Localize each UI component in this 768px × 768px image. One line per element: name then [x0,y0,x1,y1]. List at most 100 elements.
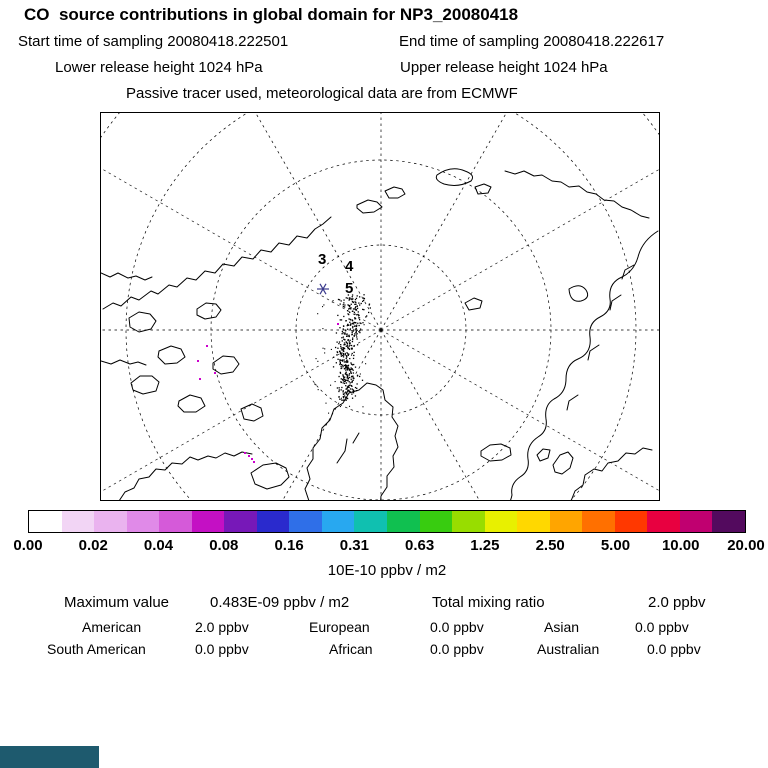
magenta-specks [197,323,339,463]
colorbar-segment [712,511,746,532]
coastline-fjord [621,264,635,280]
coastline-island [384,186,406,199]
magenta-speck [206,345,208,347]
figure-title: CO source contributions in global domain… [24,5,519,24]
region-asian-value: 0.0 ppbv [635,619,689,635]
coastline-taymyr [504,170,650,219]
total-ratio-label: Total mixing ratio [432,594,545,611]
colorbar-tick-label: 10.00 [661,537,700,554]
colorbar-tick-label: 0.63 [405,537,435,554]
coastline-yukon [100,359,147,366]
colorbar-segment [419,511,453,532]
colorbar-segment [647,511,680,532]
coastline-scandinavia [503,230,659,510]
region-asian-label: Asian [544,619,580,635]
coastline-arctic-island [130,375,160,395]
coastlines [100,168,659,520]
magenta-speck [197,360,199,362]
upper-release-text: Upper release height 1024 hPa [400,59,608,76]
region-african-label: African [329,641,373,657]
max-value-label: Maximum value [64,594,170,611]
region-australian-label: Australian [537,641,600,657]
coastline-greenland-inner [352,432,360,444]
max-value-number: 0.483E-09 ppbv / m2 [210,594,350,611]
region-american-value: 2.0 ppbv [195,619,249,635]
colorbar-segment [159,511,192,532]
colorbar-tick-label: 20.00 [727,537,765,554]
coastline-svalbard [464,297,483,311]
colorbar-tick-label: 0.31 [339,537,369,554]
colorbar-segment [191,511,225,532]
trajectory-marker-3: 3 [318,251,326,268]
colorbar-tick-label: 5.00 [600,537,631,554]
coastline-europe [570,447,653,502]
colorbar [28,510,746,533]
contribution-dot-cluster [314,294,372,414]
colorbar-segment [61,511,95,532]
colorbar-tick-label: 2.50 [535,537,565,554]
colorbar-segment [126,511,160,532]
coastline-island [356,199,383,214]
colorbar-tick-label: 0.02 [78,537,108,554]
coastline-arctic-island [196,302,222,320]
colorbar-segment [224,511,257,532]
coastline-iceland [480,443,512,462]
station-markers: 3 4 5 [317,251,354,297]
end-time-text: End time of sampling 20080418.222617 [399,33,665,50]
region-african-value: 0.0 ppbv [430,641,484,657]
coastline-britain [552,451,574,475]
magenta-speck [248,455,250,457]
magenta-speck [199,378,201,380]
region-american-label: American [82,619,142,635]
colorbar-segment [517,511,550,532]
region-samerican-value: 0.0 ppbv [195,641,249,657]
coastline-greenland [304,382,399,520]
trajectory-marker-4: 4 [345,258,354,275]
magenta-speck [337,323,339,325]
colorbar-units-label: 10E-10 ppbv / m2 [327,562,447,579]
colorbar-segment [452,511,485,532]
coastline-alaska [100,272,153,281]
coastline-arctic-island [128,311,157,333]
colorbar-segment [354,511,388,532]
coastline-arctic-island [240,403,264,422]
region-european-label: European [309,619,370,635]
start-time-text: Start time of sampling 20080418.222501 [18,33,289,50]
coastline-island [474,183,492,195]
lower-release-text: Lower release height 1024 hPa [55,59,263,76]
coastline-canada [118,451,253,502]
colorbar-segment [94,511,127,532]
tracer-note-text: Passive tracer used, meteorological data… [126,85,518,102]
colorbar-segment [582,511,615,532]
colorbar-tick-label: 0.00 [13,537,43,554]
trajectory-marker-5: 5 [345,280,353,297]
region-samerican-label: South American [47,641,146,657]
coastline-fjord [609,294,622,311]
coastline-ireland [536,448,551,462]
magenta-speck [253,461,255,463]
colorbar-segment [484,511,518,532]
coastline-island [435,168,473,186]
taskbar-fragment [0,746,99,768]
coastline-greenland-inner [336,438,348,464]
station-asterisk [319,283,327,295]
colorbar-tick-label: 1.25 [470,537,500,554]
coastline-white-sea [568,285,589,302]
region-australian-value: 0.0 ppbv [647,641,701,657]
colorbar-segment [289,511,322,532]
magenta-speck [244,452,246,454]
colorbar-segment [321,511,355,532]
colorbar-segment [29,511,62,532]
colorbar-segment [549,511,583,532]
colorbar-tick-labels: 0.00 0.02 0.04 0.08 0.16 0.31 0.63 1.25 2.50 5.00… [0,537,768,557]
colorbar-tick-label: 0.04 [143,537,174,554]
colorbar-segment [387,511,420,532]
region-european-value: 0.0 ppbv [430,619,484,635]
magenta-speck [251,458,253,460]
coastline-arctic-island [177,394,206,413]
colorbar-tick-label: 0.08 [209,537,239,554]
coastline-fjord [566,394,579,411]
